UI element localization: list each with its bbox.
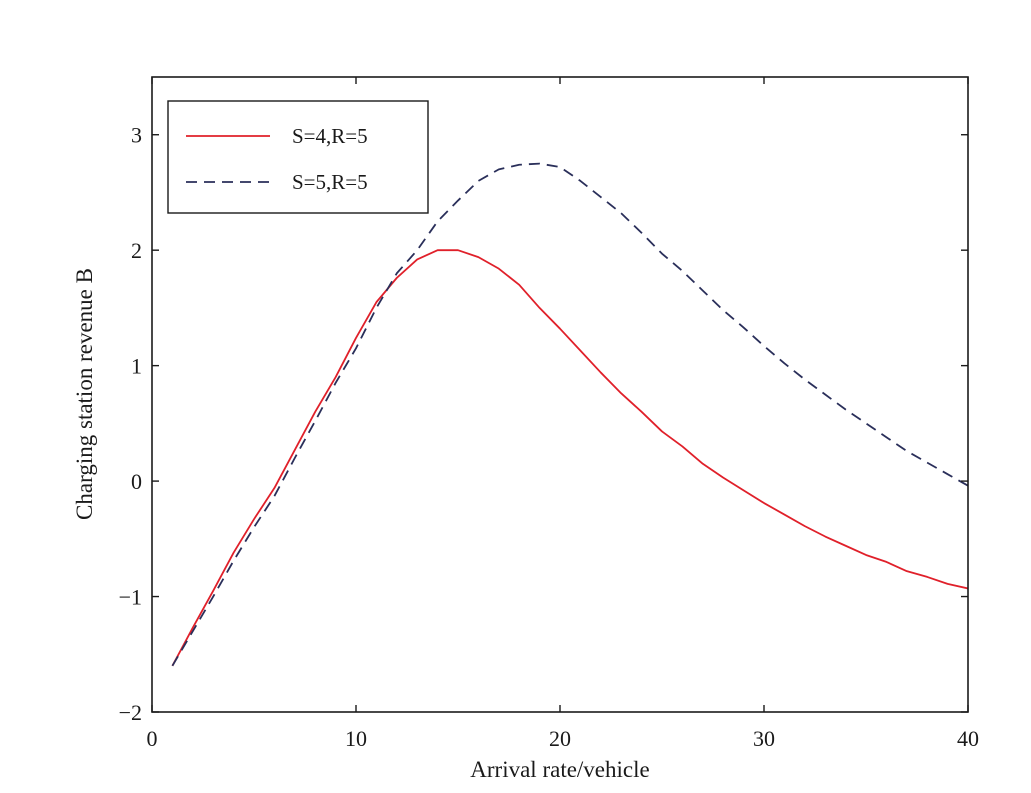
y-tick-label: −1 — [119, 585, 142, 610]
y-tick-label: 1 — [131, 354, 142, 379]
x-axis-label: Arrival rate/vehicle — [470, 757, 649, 782]
x-tick-label: 0 — [147, 726, 158, 751]
y-tick-label: 2 — [131, 238, 142, 263]
x-tick-label: 30 — [753, 726, 775, 751]
x-tick-label: 20 — [549, 726, 571, 751]
legend: S=4,R=5 S=5,R=5 — [167, 100, 429, 214]
series-line-s-4-r-5 — [171, 249, 968, 667]
legend-label-s5-r5: S=5,R=5 — [292, 170, 368, 194]
series-line-s-5-r-5 — [171, 162, 968, 667]
plot-area — [171, 162, 968, 667]
y-axis-label: Charging station revenue B — [72, 268, 97, 520]
y-tick-label: −2 — [119, 700, 142, 725]
legend-box — [167, 100, 429, 214]
y-tick-label: 0 — [131, 469, 142, 494]
y-tick-label: 3 — [131, 123, 142, 148]
axis-ticks: 0 10 20 30 40 −2 −1 0 1 2 3 — [119, 77, 979, 751]
x-tick-label: 40 — [957, 726, 979, 751]
x-tick-label: 10 — [345, 726, 367, 751]
legend-label-s4-r5: S=4,R=5 — [292, 124, 368, 148]
